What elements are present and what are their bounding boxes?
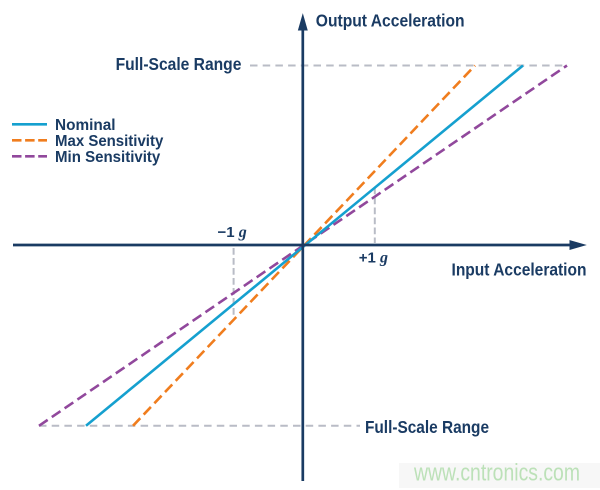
svg-text:Input Acceleration: Input Acceleration [452, 259, 587, 279]
svg-text:Nominal: Nominal [55, 117, 116, 134]
svg-text:Full-Scale Range: Full-Scale Range [365, 417, 489, 437]
svg-text:Min Sensitivity: Min Sensitivity [55, 149, 160, 166]
svg-text:Full-Scale Range: Full-Scale Range [116, 54, 242, 74]
svg-text:+1 g: +1 g [359, 249, 388, 266]
svg-text:−1 g: −1 g [218, 224, 247, 241]
svg-text:Max Sensitivity: Max Sensitivity [55, 133, 163, 150]
svg-text:www.cntronics.com: www.cntronics.com [413, 460, 580, 487]
svg-text:Output Acceleration: Output Acceleration [316, 11, 465, 31]
